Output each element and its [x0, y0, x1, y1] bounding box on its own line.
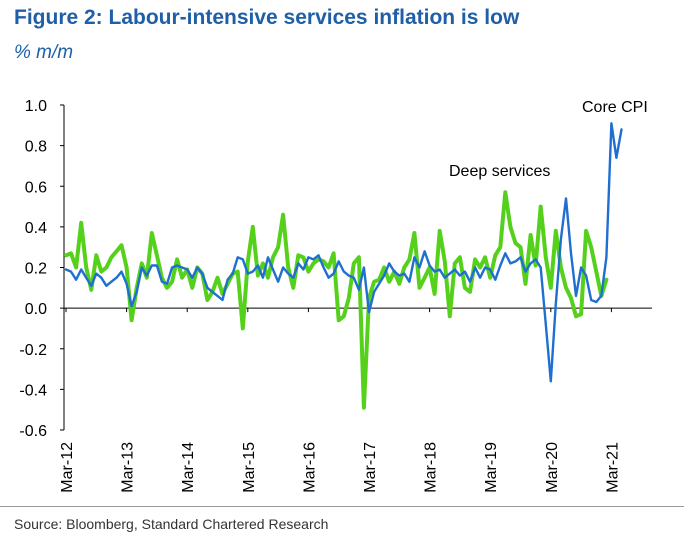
line-chart: -0.6-0.4-0.20.00.20.40.60.81.0 Mar-12 Mar… — [19, 98, 652, 493]
chart-title: Figure 2: Labour-intensive services infl… — [14, 6, 520, 29]
x-tick-label: Mar-19 — [483, 442, 500, 493]
y-tick-label: -0.6 — [19, 423, 47, 440]
footer-divider — [0, 506, 684, 507]
series-lines — [64, 122, 623, 410]
annotation-deep-services: Deep services — [449, 163, 550, 180]
x-tick-label: Mar-12 — [59, 442, 76, 493]
x-tick-label: Mar-13 — [120, 442, 137, 493]
y-ticks: -0.6 -0.4 -0.2 0.0 0.2 0.4 0.6 0.8 1.0 — [19, 98, 64, 440]
x-tick-label: Mar-18 — [423, 442, 440, 493]
x-tick-label: Mar-15 — [241, 442, 258, 493]
y-tick-label: 1.0 — [25, 98, 47, 115]
y-tick-label: 0.8 — [25, 139, 47, 156]
y-tick-label: 0.0 — [25, 301, 47, 318]
source-note: Source: Bloomberg, Standard Chartered Re… — [14, 516, 329, 532]
x-tick-label: Mar-21 — [604, 442, 621, 493]
y-tick-label: 0.6 — [25, 179, 47, 196]
x-axis: Mar-12 Mar-13 Mar-14 Mar-15 Mar-16 Mar-17 Mar-… — [59, 307, 652, 493]
y-tick-label: 0.2 — [25, 261, 47, 278]
y-tick-label: -0.2 — [19, 342, 47, 359]
y-tick-label: -0.4 — [19, 382, 47, 399]
series-line-deep-services — [64, 190, 609, 410]
x-tick-label: Mar-20 — [544, 442, 561, 493]
x-ticks: Mar-12 Mar-13 Mar-14 Mar-15 Mar-16 Mar-17 Mar-… — [59, 308, 621, 493]
chart-subtitle: % m/m — [14, 42, 74, 63]
x-tick-label: Mar-14 — [180, 442, 197, 493]
series-line-core-cpi — [64, 122, 623, 383]
y-axis: -0.6 -0.4 -0.2 0.0 0.2 0.4 0.6 0.8 1.0 — [19, 98, 65, 440]
x-tick-label: Mar-16 — [301, 442, 318, 493]
annotation-core-cpi: Core CPI — [582, 99, 648, 116]
y-tick-label: 0.4 — [25, 220, 47, 237]
x-tick-label: Mar-17 — [362, 442, 379, 493]
